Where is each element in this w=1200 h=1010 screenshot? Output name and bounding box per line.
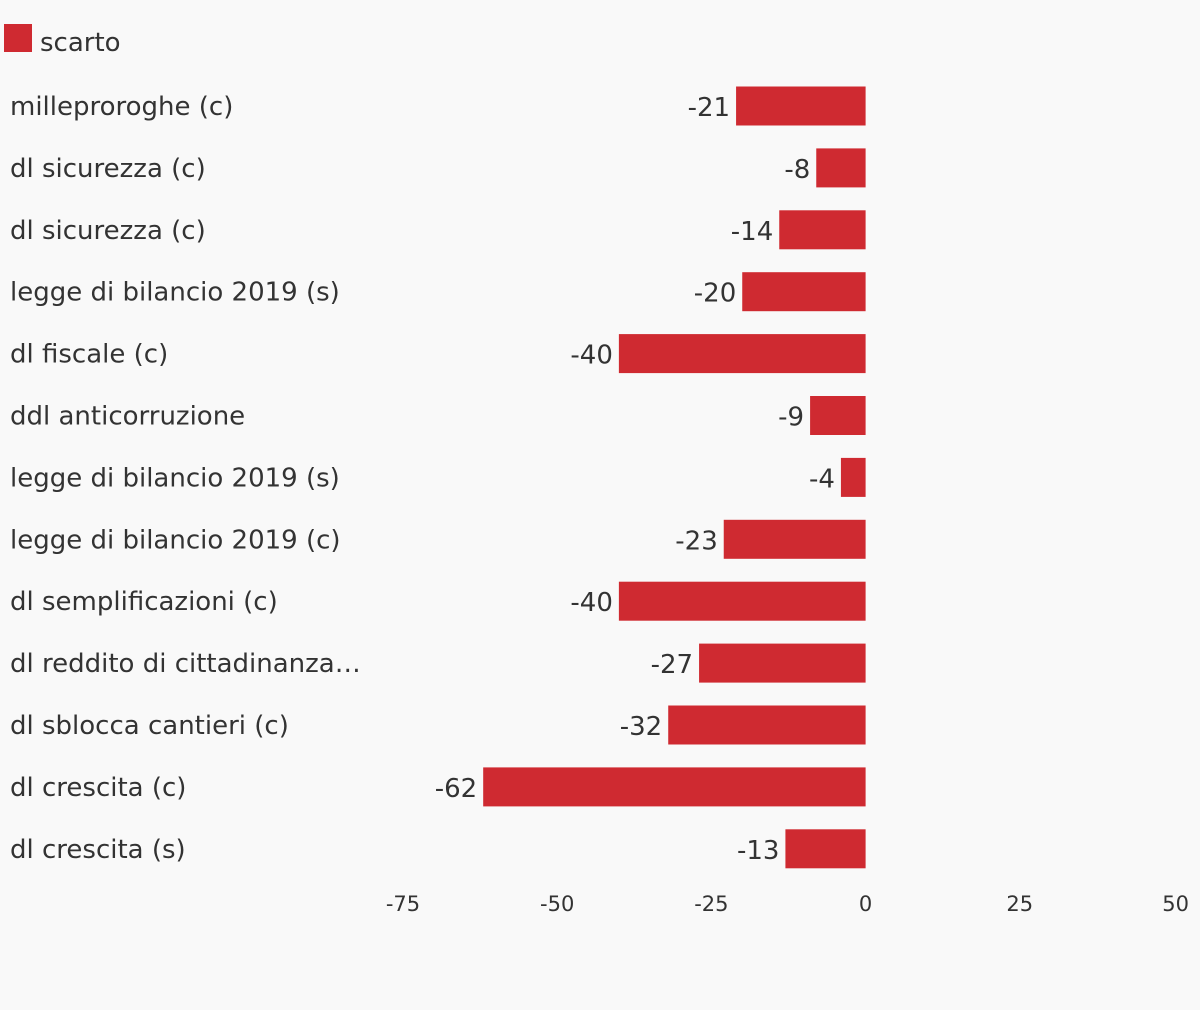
value-label: -21 [688,93,730,123]
bar [840,457,866,497]
category-label: dl crescita (s) [10,835,186,865]
x-tick-label: 0 [859,892,872,916]
x-tick-label: 25 [1006,892,1033,916]
value-label: -9 [778,403,804,433]
bar [668,705,866,745]
bar [699,643,866,683]
value-label: -32 [620,712,662,742]
value-label: -13 [737,836,779,866]
category-label: dl semplificazioni (c) [10,587,278,617]
category-label: dl sicurezza (c) [10,216,206,246]
category-labels: milleproroghe (c) dl sicurezza (c) dl sicu… [10,92,361,865]
bar [779,210,866,250]
bar [736,86,866,126]
category-label: dl fiscale (c) [10,340,168,370]
x-axis-ticks: -75 -50 -25 0 25 50 [386,892,1189,916]
bar [742,272,866,312]
x-tick-label: -50 [540,892,574,916]
value-label: -4 [809,464,835,494]
category-label: milleproroghe (c) [10,92,233,122]
category-label: legge di bilancio 2019 (s) [10,463,340,493]
category-label: dl sblocca cantieri (c) [10,711,289,741]
bars [483,86,866,869]
legend-swatch [4,24,32,52]
category-label: legge di bilancio 2019 (c) [10,525,341,555]
value-label: -40 [570,341,612,371]
legend-label: scarto [40,28,121,58]
category-label: legge di bilancio 2019 (s) [10,278,340,308]
value-label: -27 [651,650,693,680]
bar [618,334,866,374]
x-tick-label: -75 [386,892,420,916]
x-tick-label: 50 [1162,892,1189,916]
value-label: -20 [694,279,736,309]
category-label: dl reddito di cittadinanza… [10,649,361,679]
bar [483,767,866,807]
value-label: -8 [784,155,810,185]
value-label: -40 [570,588,612,618]
value-labels: -21 -8 -14 -20 -40 -9 -4 -23 -40 -27 -32 -62 -13 [435,93,835,866]
bar [723,519,866,559]
bar [618,581,866,621]
x-tick-label: -25 [694,892,728,916]
category-label: dl sicurezza (c) [10,154,206,184]
value-label: -14 [731,217,773,247]
category-label: dl crescita (c) [10,773,186,803]
value-label: -23 [675,526,717,556]
bar [816,148,866,188]
legend: scarto [4,24,121,58]
bar [810,396,866,435]
bar [785,829,866,869]
value-label: -62 [435,774,477,804]
category-label: ddl anticorruzione [10,402,245,432]
